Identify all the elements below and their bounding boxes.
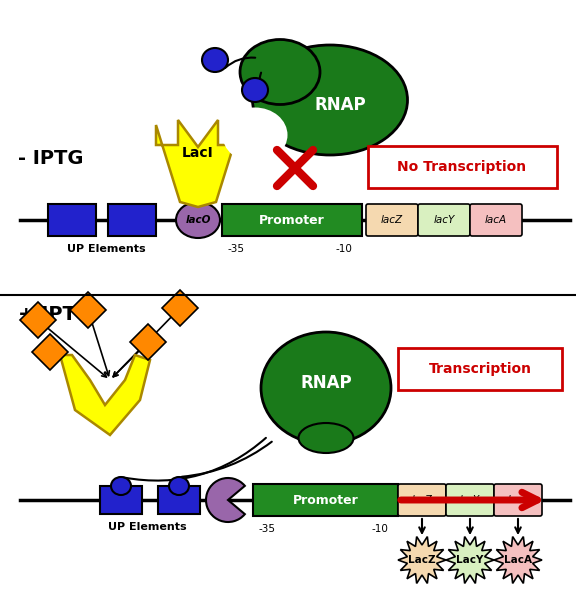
Ellipse shape	[252, 45, 407, 155]
FancyBboxPatch shape	[470, 204, 522, 236]
Ellipse shape	[169, 477, 189, 495]
Text: lacZ: lacZ	[412, 495, 433, 505]
Polygon shape	[446, 537, 494, 583]
Ellipse shape	[111, 477, 131, 495]
Ellipse shape	[242, 78, 268, 102]
Text: Transcription: Transcription	[429, 362, 532, 376]
Ellipse shape	[176, 202, 220, 238]
FancyBboxPatch shape	[494, 484, 542, 516]
Text: UP Elements: UP Elements	[67, 244, 145, 254]
Text: lacA: lacA	[507, 495, 528, 505]
Text: RNAP: RNAP	[300, 374, 352, 392]
Text: LacA: LacA	[504, 555, 532, 565]
Text: -35: -35	[259, 524, 275, 534]
Wedge shape	[206, 478, 245, 522]
Text: No Transcription: No Transcription	[397, 160, 526, 174]
Text: lacA: lacA	[485, 215, 507, 225]
Polygon shape	[32, 334, 68, 370]
Text: LacZ: LacZ	[408, 555, 436, 565]
FancyBboxPatch shape	[48, 204, 96, 236]
Text: LacY: LacY	[456, 555, 484, 565]
Text: UP Elements: UP Elements	[108, 522, 186, 532]
Polygon shape	[156, 120, 240, 207]
Text: Promoter: Promoter	[293, 494, 358, 507]
Polygon shape	[162, 290, 198, 326]
Polygon shape	[398, 537, 446, 583]
Text: -35: -35	[228, 244, 244, 254]
Polygon shape	[60, 355, 150, 435]
Text: -10: -10	[372, 524, 388, 534]
Ellipse shape	[240, 40, 320, 104]
Ellipse shape	[298, 423, 354, 453]
Text: RNAP: RNAP	[314, 96, 366, 114]
Polygon shape	[130, 324, 166, 360]
FancyBboxPatch shape	[398, 348, 562, 390]
Text: - IPTG: - IPTG	[18, 149, 84, 168]
Text: lacY: lacY	[433, 215, 454, 225]
Polygon shape	[494, 537, 542, 583]
Text: + IPTG: + IPTG	[18, 305, 92, 325]
Text: lacZ: lacZ	[381, 215, 403, 225]
Ellipse shape	[202, 48, 228, 72]
FancyBboxPatch shape	[366, 204, 418, 236]
Text: lacO: lacO	[185, 215, 211, 225]
FancyBboxPatch shape	[253, 484, 398, 516]
FancyBboxPatch shape	[368, 146, 557, 188]
FancyBboxPatch shape	[222, 204, 362, 236]
FancyBboxPatch shape	[418, 204, 470, 236]
FancyBboxPatch shape	[398, 484, 446, 516]
Ellipse shape	[222, 107, 287, 162]
Ellipse shape	[261, 332, 391, 444]
FancyBboxPatch shape	[446, 484, 494, 516]
Text: LacI: LacI	[182, 146, 214, 160]
Text: lacY: lacY	[460, 495, 480, 505]
FancyBboxPatch shape	[100, 486, 142, 514]
Text: Promoter: Promoter	[259, 213, 325, 226]
FancyBboxPatch shape	[108, 204, 156, 236]
Polygon shape	[20, 302, 56, 338]
Polygon shape	[70, 292, 106, 328]
FancyBboxPatch shape	[158, 486, 200, 514]
Text: -10: -10	[336, 244, 353, 254]
